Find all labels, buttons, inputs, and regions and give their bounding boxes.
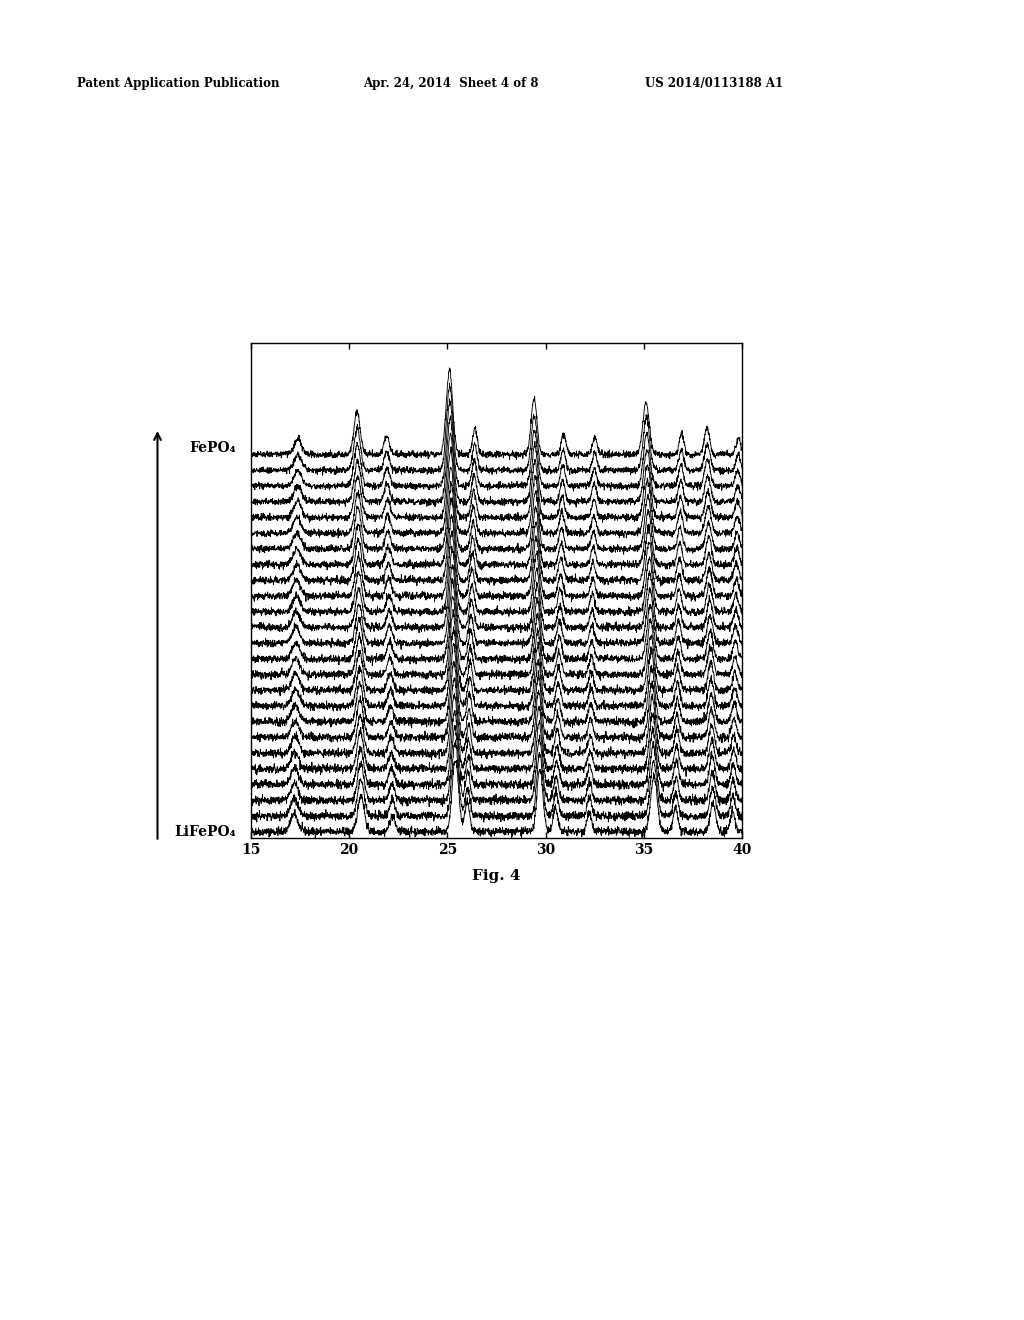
Text: Fig. 4: Fig. 4 — [472, 869, 521, 883]
Text: US 2014/0113188 A1: US 2014/0113188 A1 — [645, 77, 783, 90]
Text: Patent Application Publication: Patent Application Publication — [77, 77, 280, 90]
Text: FePO₄: FePO₄ — [189, 441, 237, 455]
Text: LiFePO₄: LiFePO₄ — [174, 825, 237, 838]
Text: Apr. 24, 2014  Sheet 4 of 8: Apr. 24, 2014 Sheet 4 of 8 — [364, 77, 539, 90]
